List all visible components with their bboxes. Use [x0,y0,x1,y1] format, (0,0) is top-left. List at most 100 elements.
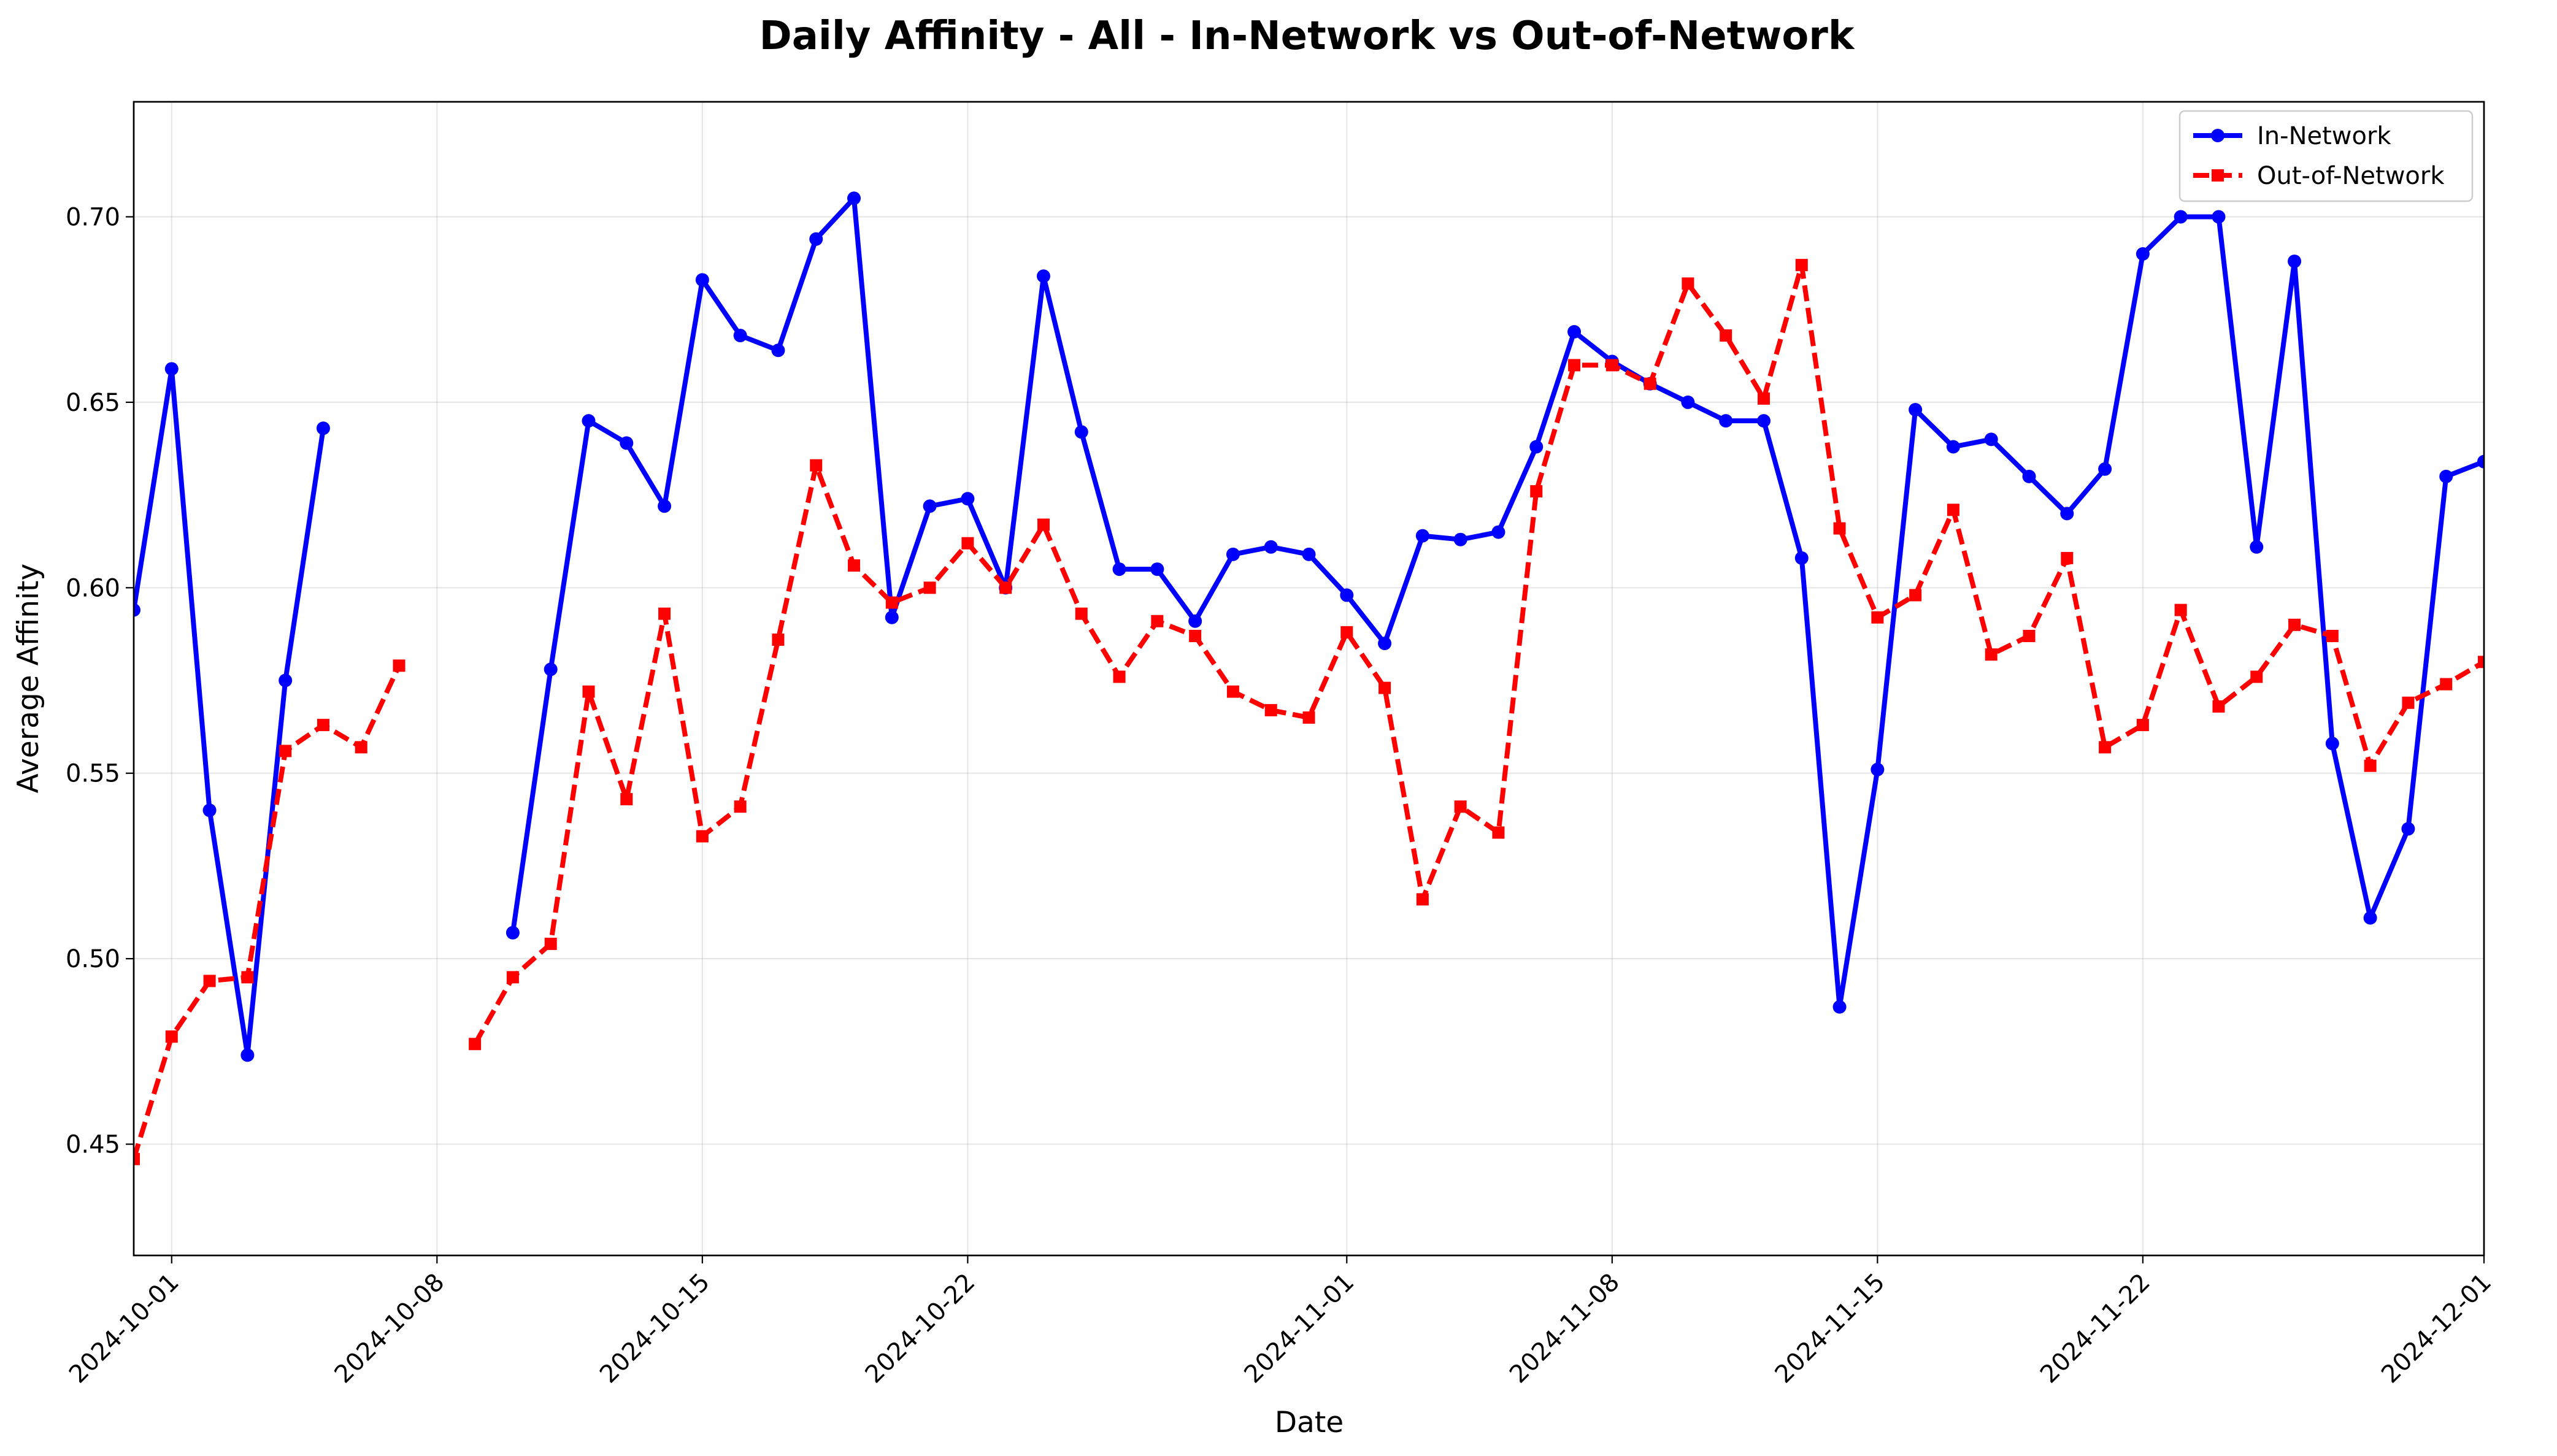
out-of-network-point [241,971,254,984]
x-tick-label: 2024-11-01 [1239,1268,1359,1389]
y-axis-label: Average Affinity [12,564,45,794]
in-network-point [885,610,899,624]
out-of-network-point [1416,893,1429,906]
axis-ticks: 2024-10-01 2024-10-08 2024-10-15 2024-10-22… [64,203,2497,1389]
in-network-point [2098,462,2112,476]
in-network-point [923,499,937,513]
in-network-point [506,925,520,940]
in-network-point [2288,255,2302,269]
out-of-network-point [2478,656,2484,669]
out-of-network-point [1226,685,1239,698]
plot-area-frame [133,101,2485,1257]
in-network-point [1074,425,1088,439]
y-tick-label: 0.55 [66,760,120,788]
x-axis-label: Date [1275,1406,1344,1439]
x-tick-label: 2024-12-01 [2376,1268,2497,1389]
in-network-point [279,673,293,688]
legend: In-Network Out-of-Network [2178,110,2474,202]
out-of-network-line [134,664,402,1160]
out-of-network-point [1151,615,1164,627]
out-of-network-point [734,800,747,813]
out-of-network-point [1833,522,1846,535]
out-of-network-point [999,581,1012,594]
in-network-point [1567,324,1582,339]
x-tick-label: 2024-10-08 [329,1268,450,1389]
out-of-network-point [2099,741,2112,754]
in-network-point [695,273,709,287]
in-network-series [134,191,2484,1062]
in-network-point [2136,247,2150,261]
in-network-point [1719,414,1733,428]
out-of-network-point [2440,678,2453,691]
out-of-network-point [620,793,633,806]
in-network-point [1378,637,1392,651]
legend-label-in-network: In-Network [2257,122,2391,150]
x-tick-label: 2024-10-22 [860,1268,981,1389]
x-tick-label: 2024-10-01 [64,1268,185,1389]
out-of-network-point [1985,648,1998,661]
out-of-network-point [506,971,519,984]
out-of-network-point [2061,551,2074,564]
in-network-point [1036,269,1050,283]
in-network-point [620,436,634,450]
out-of-network-point [810,459,823,472]
in-network-point [1871,762,1885,776]
out-of-network-point [2212,700,2225,713]
in-network-point [771,343,785,358]
out-of-network-point [355,741,367,754]
in-network-point [202,803,217,818]
out-of-network-point [885,596,898,609]
out-of-network-point [203,975,216,987]
out-of-network-point [772,633,785,646]
in-network-point [1946,440,1960,454]
legend-box [2178,110,2474,202]
in-network-point [1832,1000,1847,1014]
in-network-point [1491,525,1505,539]
chart-title: Daily Affinity - All - In-Network vs Out… [759,13,1855,59]
out-of-network-point [2023,629,2036,642]
out-of-network-point [1605,359,1618,372]
out-of-network-point [1720,329,1732,342]
y-tick-label: 0.65 [66,389,120,417]
x-tick-label: 2024-10-15 [594,1268,715,1389]
out-of-network-point [1795,259,1808,272]
out-of-network-line [472,262,2484,1046]
out-of-network-point [469,1038,482,1051]
out-of-network-point [1644,377,1656,390]
out-of-network-point [1189,629,1202,642]
out-of-network-point [1378,681,1391,694]
in-network-point [658,499,672,513]
in-network-point [1909,403,1923,417]
in-network-point [582,414,596,428]
in-network-point [2022,469,2036,483]
out-of-network-point [1530,485,1543,498]
in-network-point [316,421,330,435]
in-network-point [2363,911,2377,925]
out-of-network-point [134,1152,140,1165]
out-of-network-point [2174,603,2187,616]
out-of-network-point [923,581,936,594]
in-network-point [1984,432,1998,446]
out-of-network-point [393,659,406,672]
out-of-network-point [1909,589,1922,602]
x-tick-label: 2024-11-22 [2035,1268,2156,1389]
in-network-line [510,196,2484,1010]
out-of-network-point [317,719,329,732]
out-of-network-point [1757,392,1770,405]
in-network-point [164,362,179,376]
in-network-point [961,492,975,506]
in-network-line [134,366,326,1058]
in-network-point [1112,562,1126,577]
y-tick-label: 0.70 [66,203,120,231]
out-of-network-point [696,830,709,843]
in-network-point [1756,414,1771,428]
in-network-point [1188,614,1202,628]
in-network-point [1302,547,1316,561]
out-of-network-point [1454,800,1467,813]
in-network-point [2401,822,2415,836]
out-of-network-point [1302,711,1315,724]
in-network-point [733,329,747,343]
out-of-network-point [1682,277,1694,290]
